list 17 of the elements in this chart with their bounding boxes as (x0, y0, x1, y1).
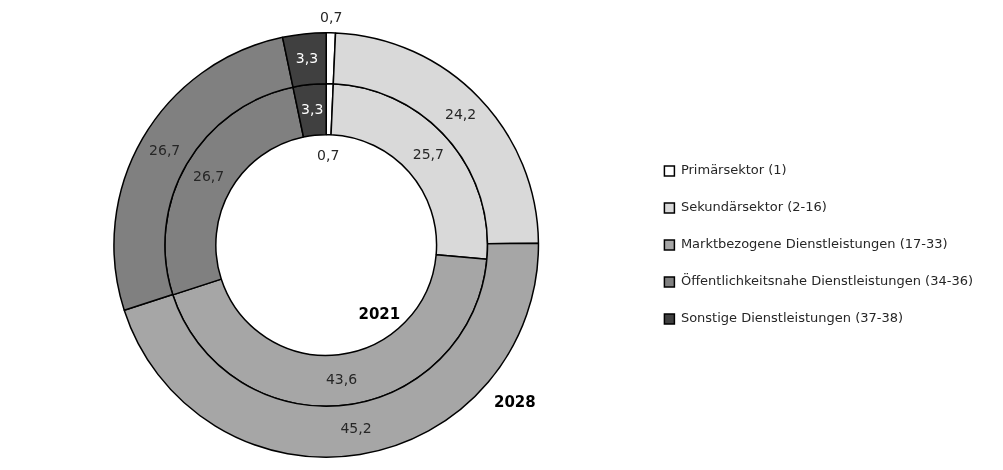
data-label: 24,2 (445, 105, 477, 122)
data-label: 3,3 (295, 49, 319, 66)
data-label: 25,7 (412, 146, 444, 163)
legend-label: Marktbezogene Dienstleistungen (17-33) (680, 236, 948, 252)
legend-label: Öffentlichkeitsnahe Dienstleistungen (34-36) (680, 272, 973, 289)
data-label: 0,7 (317, 147, 340, 164)
data-label: 26,7 (149, 141, 181, 158)
legend-label: Primärsektor (1) (680, 162, 787, 178)
data-label: 3,3 (301, 100, 324, 117)
slice-label: 2028 (493, 393, 536, 412)
data-label: 45,2 (340, 420, 372, 437)
legend-label: Sonstige Dienstleistungen (37-38) (680, 310, 904, 326)
data-label: 0,7 (320, 9, 343, 26)
data-label: 43,6 (325, 370, 358, 387)
data-label: 26,7 (193, 167, 225, 184)
legend-label: Sekundärsektor (2-16) (680, 199, 827, 215)
slice-label: 2021 (358, 305, 401, 324)
